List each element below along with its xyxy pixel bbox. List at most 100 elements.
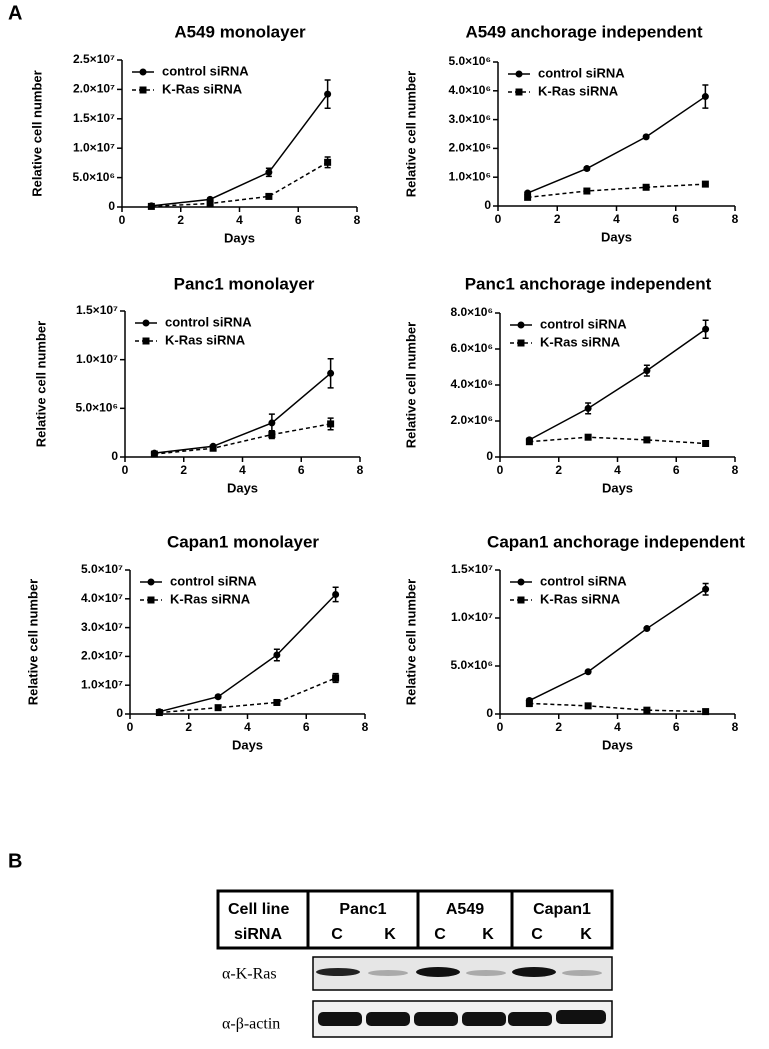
y-tick-label: 2.0×10⁶ xyxy=(448,141,491,155)
blot: α-K-Ras α-β-actin xyxy=(222,956,613,1038)
x-axis-label: Days xyxy=(224,230,255,245)
marker xyxy=(583,187,591,195)
y-tick-label: 8.0×10⁶ xyxy=(450,305,493,319)
band xyxy=(366,1012,410,1026)
legend-label: K-Ras siRNA xyxy=(540,334,621,349)
chart: A549 monolayer Days Relative cell number 0 5… xyxy=(29,22,360,245)
series-line xyxy=(527,95,706,194)
band xyxy=(316,968,360,976)
x-tick-label: 8 xyxy=(357,463,364,477)
y-tick-label: 1.0×10⁷ xyxy=(76,352,118,366)
panel-label: B xyxy=(8,850,22,872)
x-tick-label: 2 xyxy=(185,720,192,734)
y-tick-label: 4.0×10⁶ xyxy=(450,377,493,391)
marker xyxy=(642,133,650,141)
chart-title: Panc1 anchorage independent xyxy=(465,274,712,293)
marker xyxy=(525,699,533,707)
legend-marker xyxy=(517,321,525,329)
x-tick-label: 6 xyxy=(672,212,679,226)
marker xyxy=(147,202,155,210)
marker xyxy=(214,704,222,712)
series-line xyxy=(159,593,337,713)
legend-label: K-Ras siRNA xyxy=(538,83,619,98)
legend-label: K-Ras siRNA xyxy=(540,591,621,606)
legend-label: K-Ras siRNA xyxy=(165,332,246,347)
lane-label: K xyxy=(384,926,396,943)
chart-title: Capan1 anchorage independent xyxy=(487,532,745,551)
marker xyxy=(702,708,710,716)
series-line xyxy=(154,372,332,454)
y-tick-label: 0 xyxy=(486,706,493,720)
band xyxy=(318,1012,362,1026)
y-tick-label: 0 xyxy=(116,706,123,720)
legend-marker xyxy=(142,319,150,327)
y-tick-label: 2.5×10⁷ xyxy=(73,52,115,66)
y-tick-label: 4.0×10⁷ xyxy=(81,591,123,605)
x-tick-label: 0 xyxy=(495,212,502,226)
marker xyxy=(643,436,651,444)
y-tick-label: 2.0×10⁷ xyxy=(73,82,115,96)
marker xyxy=(332,590,340,598)
series-line xyxy=(151,93,329,207)
lane-label: C xyxy=(434,926,446,943)
x-tick-label: 2 xyxy=(554,212,561,226)
x-tick-label: 0 xyxy=(497,720,504,734)
chart: A549 anchorage independent Days Relative c… xyxy=(403,22,738,244)
row-label: α-β-actin xyxy=(222,1016,280,1033)
marker xyxy=(524,193,532,201)
marker xyxy=(643,367,651,375)
marker xyxy=(702,440,710,447)
x-tick-label: 0 xyxy=(119,213,126,227)
marker xyxy=(643,625,651,633)
legend-label: K-Ras siRNA xyxy=(162,81,243,96)
chart: Panc1 anchorage independent Days Relative … xyxy=(403,274,738,495)
y-tick-label: 5.0×10⁶ xyxy=(450,658,493,672)
series-line xyxy=(154,423,331,455)
x-tick-label: 8 xyxy=(732,212,739,226)
band xyxy=(508,1012,552,1026)
x-tick-label: 4 xyxy=(614,720,621,734)
y-tick-label: 1.5×10⁷ xyxy=(451,562,493,576)
y-tick-label: 1.0×10⁷ xyxy=(451,610,493,624)
legend-label: control siRNA xyxy=(540,316,627,331)
x-tick-label: 8 xyxy=(732,720,739,734)
marker xyxy=(155,709,163,717)
band xyxy=(368,970,408,976)
legend-label: control siRNA xyxy=(162,63,249,78)
legend-marker xyxy=(147,578,155,586)
series-line xyxy=(529,702,706,713)
x-tick-label: 8 xyxy=(354,213,361,227)
group-name: Panc1 xyxy=(339,901,386,918)
y-tick-label: 0 xyxy=(484,198,491,212)
y-axis-label: Relative cell number xyxy=(403,71,418,197)
legend-marker xyxy=(515,70,523,78)
chart-title: A549 anchorage independent xyxy=(465,22,702,41)
band xyxy=(562,970,602,976)
y-tick-label: 3.0×10⁶ xyxy=(448,112,491,126)
blot-table: Cell line siRNA Panc1 C K A549 C K Capan… xyxy=(216,889,614,950)
marker xyxy=(642,183,650,191)
legend-marker xyxy=(517,578,525,586)
legend-marker xyxy=(139,86,147,94)
x-tick-label: 6 xyxy=(673,463,680,477)
marker xyxy=(150,450,158,458)
marker xyxy=(643,706,651,714)
chart: Capan1 monolayer Days Relative cell number… xyxy=(25,532,368,752)
lane-label: C xyxy=(531,926,543,943)
legend-label: control siRNA xyxy=(165,314,252,329)
marker xyxy=(209,444,217,452)
x-tick-label: 4 xyxy=(244,720,251,734)
x-tick-label: 4 xyxy=(239,463,246,477)
marker xyxy=(332,674,340,682)
x-axis-label: Days xyxy=(227,480,258,495)
x-tick-label: 2 xyxy=(555,720,562,734)
marker xyxy=(265,192,273,200)
marker xyxy=(701,180,709,188)
x-tick-label: 2 xyxy=(180,463,187,477)
row-label: α-K-Ras xyxy=(222,966,277,983)
chart: Panc1 monolayer Days Relative cell number 0… xyxy=(33,274,363,495)
band xyxy=(416,967,460,977)
marker xyxy=(702,585,710,593)
legend-marker xyxy=(517,339,525,347)
